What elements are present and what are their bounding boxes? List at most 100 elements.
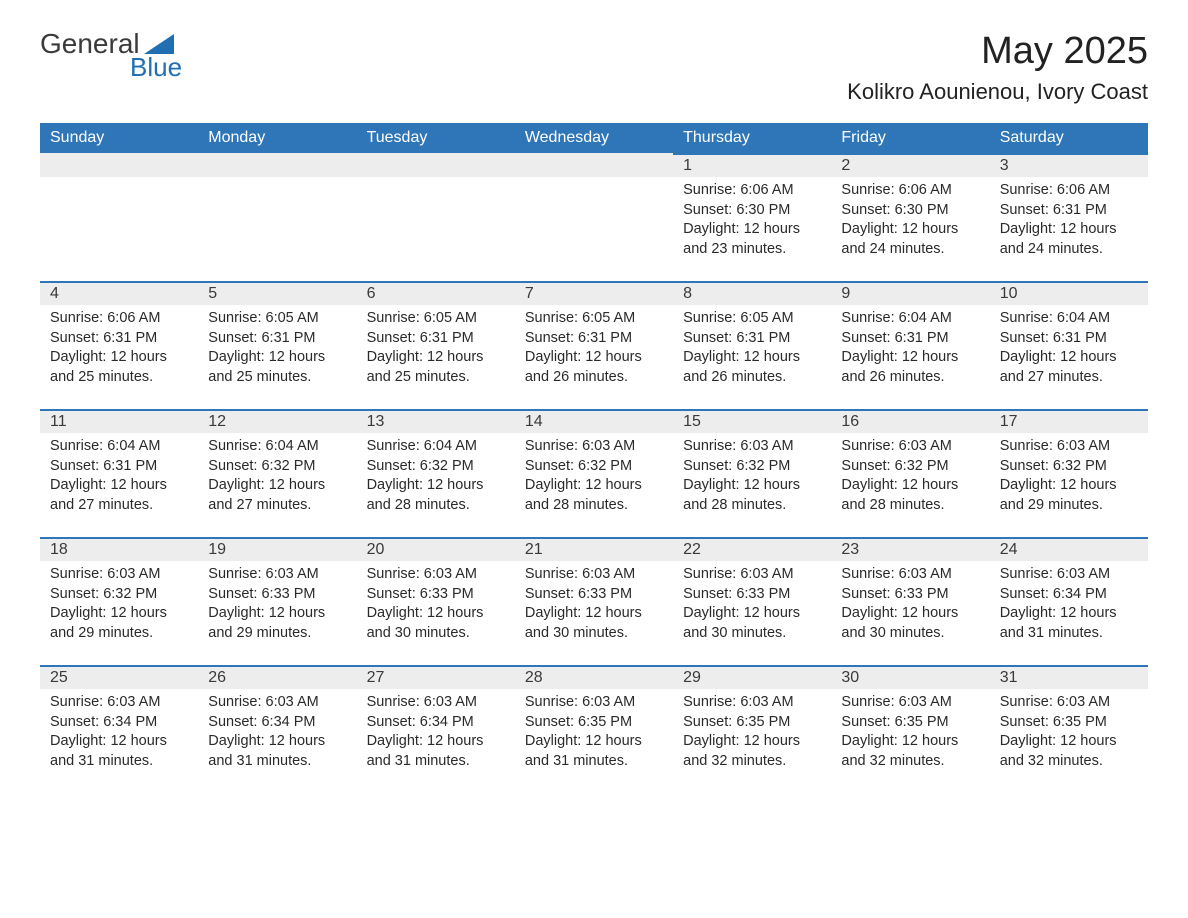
day-number-empty — [198, 153, 356, 177]
calendar-day-cell: 12Sunrise: 6:04 AMSunset: 6:32 PMDayligh… — [198, 409, 356, 537]
weekday-header: Saturday — [990, 123, 1148, 153]
calendar-day-cell: 23Sunrise: 6:03 AMSunset: 6:33 PMDayligh… — [831, 537, 989, 665]
daylight-text: Daylight: 12 hours and 29 minutes. — [1000, 476, 1138, 515]
title-block: May 2025 Kolikro Aounienou, Ivory Coast — [847, 30, 1148, 105]
sunrise-text: Sunrise: 6:03 AM — [1000, 565, 1138, 585]
daylight-text: Daylight: 12 hours and 27 minutes. — [1000, 348, 1138, 387]
calendar-day-cell: 1Sunrise: 6:06 AMSunset: 6:30 PMDaylight… — [673, 153, 831, 281]
daylight-text: Daylight: 12 hours and 23 minutes. — [683, 220, 821, 259]
daylight-text: Daylight: 12 hours and 31 minutes. — [208, 732, 346, 771]
day-content: Sunrise: 6:04 AMSunset: 6:31 PMDaylight:… — [990, 305, 1148, 395]
triangle-icon — [144, 34, 174, 54]
daylight-text: Daylight: 12 hours and 31 minutes. — [525, 732, 663, 771]
daylight-text: Daylight: 12 hours and 26 minutes. — [841, 348, 979, 387]
calendar-day-cell: 15Sunrise: 6:03 AMSunset: 6:32 PMDayligh… — [673, 409, 831, 537]
day-number: 2 — [831, 153, 989, 177]
sunrise-text: Sunrise: 6:05 AM — [525, 309, 663, 329]
sunrise-text: Sunrise: 6:05 AM — [208, 309, 346, 329]
day-number: 11 — [40, 409, 198, 433]
calendar-day-cell: 24Sunrise: 6:03 AMSunset: 6:34 PMDayligh… — [990, 537, 1148, 665]
daylight-text: Daylight: 12 hours and 26 minutes. — [683, 348, 821, 387]
daylight-text: Daylight: 12 hours and 31 minutes. — [367, 732, 505, 771]
sunrise-text: Sunrise: 6:04 AM — [50, 437, 188, 457]
calendar-day-cell: 8Sunrise: 6:05 AMSunset: 6:31 PMDaylight… — [673, 281, 831, 409]
location: Kolikro Aounienou, Ivory Coast — [847, 79, 1148, 105]
day-content: Sunrise: 6:03 AMSunset: 6:34 PMDaylight:… — [990, 561, 1148, 651]
day-content: Sunrise: 6:05 AMSunset: 6:31 PMDaylight:… — [515, 305, 673, 395]
day-content: Sunrise: 6:05 AMSunset: 6:31 PMDaylight:… — [673, 305, 831, 395]
sunset-text: Sunset: 6:31 PM — [841, 329, 979, 349]
sunset-text: Sunset: 6:32 PM — [683, 457, 821, 477]
day-content: Sunrise: 6:03 AMSunset: 6:35 PMDaylight:… — [831, 689, 989, 779]
day-number: 21 — [515, 537, 673, 561]
sunrise-text: Sunrise: 6:03 AM — [525, 437, 663, 457]
day-content: Sunrise: 6:03 AMSunset: 6:33 PMDaylight:… — [198, 561, 356, 651]
sunrise-text: Sunrise: 6:03 AM — [208, 565, 346, 585]
weekday-header: Sunday — [40, 123, 198, 153]
daylight-text: Daylight: 12 hours and 30 minutes. — [841, 604, 979, 643]
day-number: 7 — [515, 281, 673, 305]
calendar-day-cell: 22Sunrise: 6:03 AMSunset: 6:33 PMDayligh… — [673, 537, 831, 665]
day-number: 15 — [673, 409, 831, 433]
sunset-text: Sunset: 6:35 PM — [1000, 713, 1138, 733]
sunset-text: Sunset: 6:31 PM — [367, 329, 505, 349]
sunset-text: Sunset: 6:34 PM — [1000, 585, 1138, 605]
sunrise-text: Sunrise: 6:04 AM — [841, 309, 979, 329]
day-content: Sunrise: 6:04 AMSunset: 6:32 PMDaylight:… — [357, 433, 515, 523]
day-number: 20 — [357, 537, 515, 561]
daylight-text: Daylight: 12 hours and 30 minutes. — [525, 604, 663, 643]
day-number: 23 — [831, 537, 989, 561]
sunset-text: Sunset: 6:33 PM — [841, 585, 979, 605]
sunrise-text: Sunrise: 6:03 AM — [841, 693, 979, 713]
day-number: 10 — [990, 281, 1148, 305]
day-content: Sunrise: 6:03 AMSunset: 6:35 PMDaylight:… — [673, 689, 831, 779]
calendar-day-cell: 29Sunrise: 6:03 AMSunset: 6:35 PMDayligh… — [673, 665, 831, 793]
day-number: 31 — [990, 665, 1148, 689]
calendar-body: 1Sunrise: 6:06 AMSunset: 6:30 PMDaylight… — [40, 153, 1148, 793]
sunrise-text: Sunrise: 6:03 AM — [208, 693, 346, 713]
sunset-text: Sunset: 6:32 PM — [525, 457, 663, 477]
calendar-day-cell: 7Sunrise: 6:05 AMSunset: 6:31 PMDaylight… — [515, 281, 673, 409]
weekday-header: Monday — [198, 123, 356, 153]
day-content: Sunrise: 6:03 AMSunset: 6:32 PMDaylight:… — [990, 433, 1148, 523]
sunset-text: Sunset: 6:33 PM — [683, 585, 821, 605]
sunrise-text: Sunrise: 6:03 AM — [525, 565, 663, 585]
logo: General Blue — [40, 30, 182, 80]
calendar-day-cell: 26Sunrise: 6:03 AMSunset: 6:34 PMDayligh… — [198, 665, 356, 793]
sunrise-text: Sunrise: 6:03 AM — [367, 693, 505, 713]
daylight-text: Daylight: 12 hours and 25 minutes. — [50, 348, 188, 387]
day-number: 27 — [357, 665, 515, 689]
day-number-empty — [357, 153, 515, 177]
sunrise-text: Sunrise: 6:03 AM — [525, 693, 663, 713]
sunrise-text: Sunrise: 6:05 AM — [683, 309, 821, 329]
sunset-text: Sunset: 6:34 PM — [50, 713, 188, 733]
day-content: Sunrise: 6:03 AMSunset: 6:33 PMDaylight:… — [515, 561, 673, 651]
sunset-text: Sunset: 6:35 PM — [683, 713, 821, 733]
page-title: May 2025 — [847, 30, 1148, 73]
calendar-day-cell: 20Sunrise: 6:03 AMSunset: 6:33 PMDayligh… — [357, 537, 515, 665]
day-number: 9 — [831, 281, 989, 305]
sunrise-text: Sunrise: 6:03 AM — [841, 437, 979, 457]
calendar-week: 1Sunrise: 6:06 AMSunset: 6:30 PMDaylight… — [40, 153, 1148, 281]
sunset-text: Sunset: 6:32 PM — [841, 457, 979, 477]
sunset-text: Sunset: 6:34 PM — [208, 713, 346, 733]
day-content: Sunrise: 6:06 AMSunset: 6:30 PMDaylight:… — [673, 177, 831, 267]
sunrise-text: Sunrise: 6:05 AM — [367, 309, 505, 329]
sunset-text: Sunset: 6:35 PM — [841, 713, 979, 733]
daylight-text: Daylight: 12 hours and 26 minutes. — [525, 348, 663, 387]
calendar-day-cell: 13Sunrise: 6:04 AMSunset: 6:32 PMDayligh… — [357, 409, 515, 537]
weekday-header-row: SundayMondayTuesdayWednesdayThursdayFrid… — [40, 123, 1148, 153]
day-content: Sunrise: 6:06 AMSunset: 6:31 PMDaylight:… — [40, 305, 198, 395]
sunset-text: Sunset: 6:32 PM — [208, 457, 346, 477]
sunset-text: Sunset: 6:35 PM — [525, 713, 663, 733]
calendar-day-cell: 9 Sunrise: 6:04 AMSunset: 6:31 PMDaylight… — [831, 281, 989, 409]
day-number: 28 — [515, 665, 673, 689]
sunset-text: Sunset: 6:31 PM — [1000, 329, 1138, 349]
day-content: Sunrise: 6:03 AMSunset: 6:34 PMDaylight:… — [357, 689, 515, 779]
calendar-day-cell: 2Sunrise: 6:06 AMSunset: 6:30 PMDaylight… — [831, 153, 989, 281]
daylight-text: Daylight: 12 hours and 32 minutes. — [683, 732, 821, 771]
daylight-text: Daylight: 12 hours and 28 minutes. — [683, 476, 821, 515]
calendar-day-cell: 18Sunrise: 6:03 AMSunset: 6:32 PMDayligh… — [40, 537, 198, 665]
sunrise-text: Sunrise: 6:06 AM — [841, 181, 979, 201]
calendar-day-cell: 31Sunrise: 6:03 AMSunset: 6:35 PMDayligh… — [990, 665, 1148, 793]
